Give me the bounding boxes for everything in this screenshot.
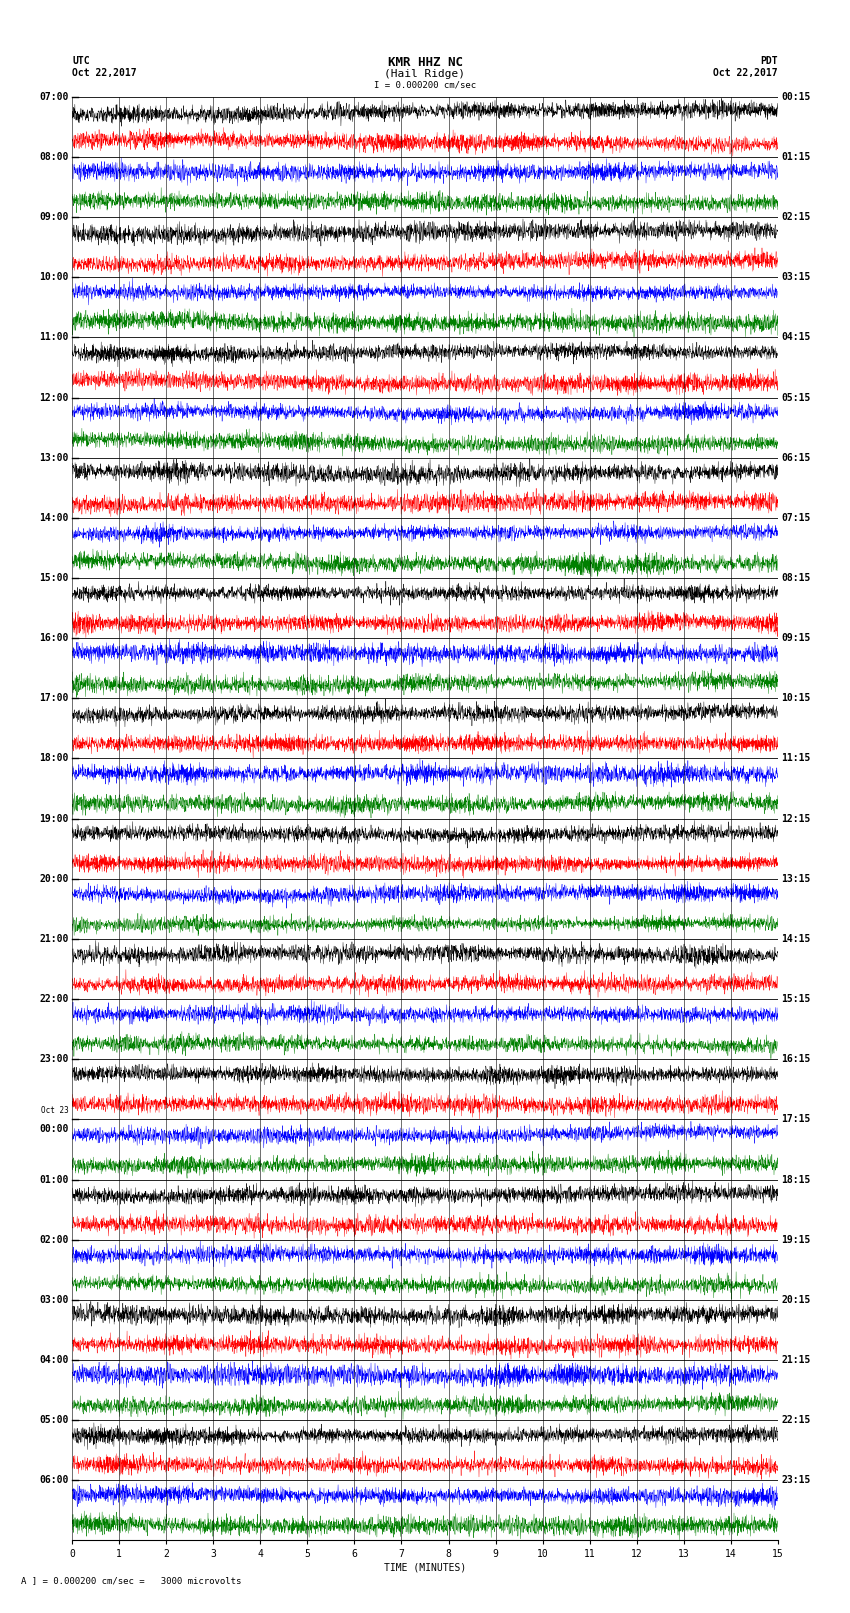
Text: PDT: PDT: [760, 56, 778, 66]
Text: 13:00: 13:00: [39, 453, 69, 463]
Text: 02:00: 02:00: [39, 1234, 69, 1245]
Text: 21:15: 21:15: [781, 1355, 811, 1365]
Text: 20:15: 20:15: [781, 1295, 811, 1305]
Text: 05:15: 05:15: [781, 392, 811, 403]
Text: 20:00: 20:00: [39, 874, 69, 884]
Text: KMR HHZ NC: KMR HHZ NC: [388, 56, 462, 69]
Text: 22:15: 22:15: [781, 1415, 811, 1426]
Text: 08:15: 08:15: [781, 573, 811, 582]
Text: 02:15: 02:15: [781, 211, 811, 223]
Text: 12:15: 12:15: [781, 813, 811, 824]
Text: 21:00: 21:00: [39, 934, 69, 944]
Text: 09:00: 09:00: [39, 211, 69, 223]
Text: 14:15: 14:15: [781, 934, 811, 944]
Text: 16:00: 16:00: [39, 634, 69, 644]
Text: 00:00: 00:00: [39, 1124, 69, 1134]
Text: 07:00: 07:00: [39, 92, 69, 102]
Text: 19:15: 19:15: [781, 1234, 811, 1245]
Text: 12:00: 12:00: [39, 392, 69, 403]
Text: 08:00: 08:00: [39, 152, 69, 161]
Text: (Hail Ridge): (Hail Ridge): [384, 69, 466, 79]
Text: 01:15: 01:15: [781, 152, 811, 161]
Text: 06:15: 06:15: [781, 453, 811, 463]
X-axis label: TIME (MINUTES): TIME (MINUTES): [384, 1563, 466, 1573]
Text: 05:00: 05:00: [39, 1415, 69, 1426]
Text: Oct 22,2017: Oct 22,2017: [72, 68, 137, 77]
Text: 03:15: 03:15: [781, 273, 811, 282]
Text: 19:00: 19:00: [39, 813, 69, 824]
Text: 14:00: 14:00: [39, 513, 69, 523]
Text: 06:00: 06:00: [39, 1476, 69, 1486]
Text: Oct 23: Oct 23: [41, 1107, 69, 1115]
Text: 23:15: 23:15: [781, 1476, 811, 1486]
Text: 10:15: 10:15: [781, 694, 811, 703]
Text: UTC: UTC: [72, 56, 90, 66]
Text: 10:00: 10:00: [39, 273, 69, 282]
Text: 16:15: 16:15: [781, 1055, 811, 1065]
Text: 04:00: 04:00: [39, 1355, 69, 1365]
Text: 00:15: 00:15: [781, 92, 811, 102]
Text: 23:00: 23:00: [39, 1055, 69, 1065]
Text: 11:00: 11:00: [39, 332, 69, 342]
Text: 11:15: 11:15: [781, 753, 811, 763]
Text: 17:15: 17:15: [781, 1115, 811, 1124]
Text: 22:00: 22:00: [39, 994, 69, 1003]
Text: 18:00: 18:00: [39, 753, 69, 763]
Text: 09:15: 09:15: [781, 634, 811, 644]
Text: 01:00: 01:00: [39, 1174, 69, 1184]
Text: A ] = 0.000200 cm/sec =   3000 microvolts: A ] = 0.000200 cm/sec = 3000 microvolts: [21, 1576, 241, 1586]
Text: 07:15: 07:15: [781, 513, 811, 523]
Text: 04:15: 04:15: [781, 332, 811, 342]
Text: 13:15: 13:15: [781, 874, 811, 884]
Text: I = 0.000200 cm/sec: I = 0.000200 cm/sec: [374, 81, 476, 90]
Text: 18:15: 18:15: [781, 1174, 811, 1184]
Text: 17:00: 17:00: [39, 694, 69, 703]
Text: Oct 22,2017: Oct 22,2017: [713, 68, 778, 77]
Text: 15:15: 15:15: [781, 994, 811, 1003]
Text: 15:00: 15:00: [39, 573, 69, 582]
Text: 03:00: 03:00: [39, 1295, 69, 1305]
